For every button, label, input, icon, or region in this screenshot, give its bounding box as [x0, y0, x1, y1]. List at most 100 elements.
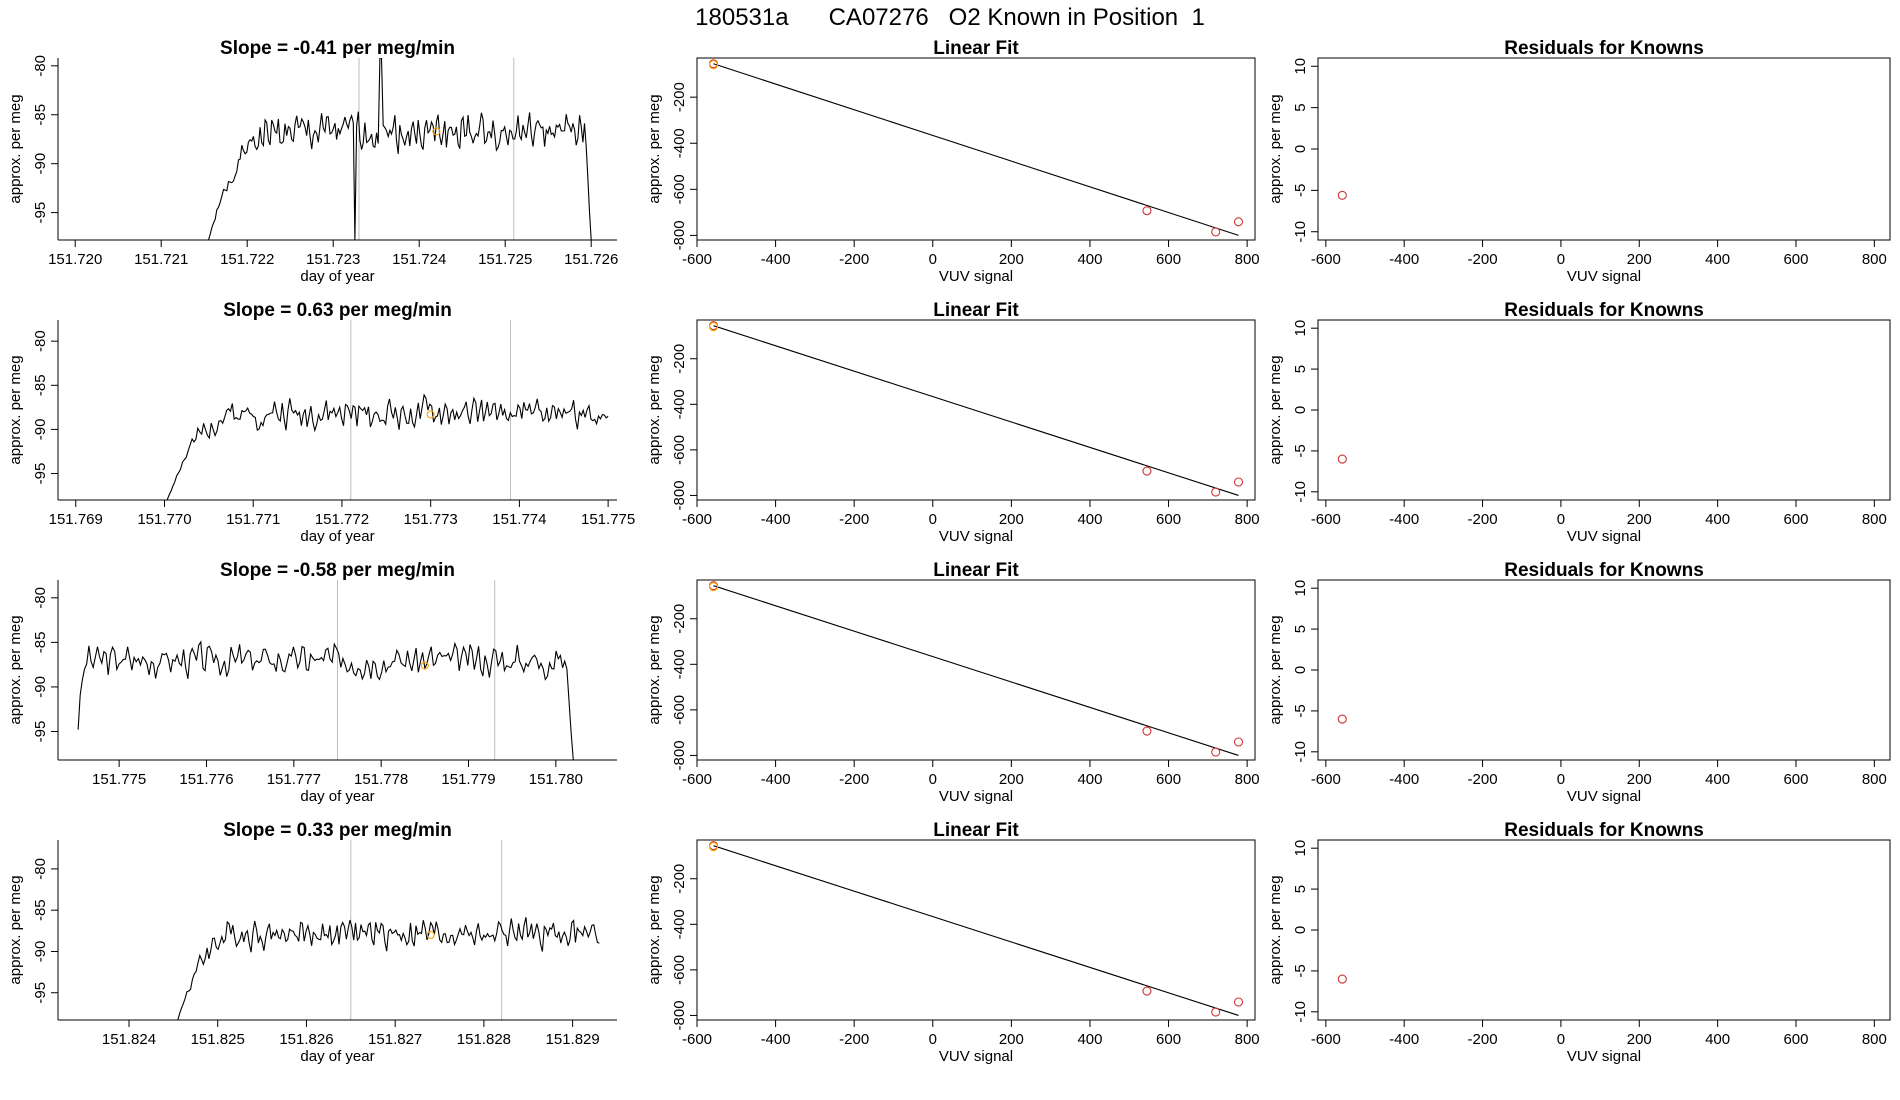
x-tick-label: 800: [1862, 511, 1887, 528]
fit-line: [713, 585, 1239, 756]
x-tick-label: 800: [1235, 1031, 1260, 1048]
plot-area: [708, 581, 1244, 757]
known-sample-marker: [426, 410, 435, 419]
x-tick-label: -200: [839, 251, 869, 268]
y-tick-label: -85: [32, 374, 49, 396]
plot-area: [177, 840, 600, 1020]
y-tick-label: -90: [32, 419, 49, 441]
residuals-panel-row-1: Residuals for Knowns -600 -400 -200 0 200 400 6…: [1267, 300, 1891, 545]
y-tick-label: -95: [32, 721, 49, 743]
x-tick-label: 151.723: [306, 251, 360, 268]
y-axis-label: approx. per meg: [7, 94, 24, 203]
x-tick-label: 0: [929, 1031, 937, 1048]
y-tick-label: 10: [1292, 58, 1309, 75]
y-tick-label: -600: [671, 955, 688, 985]
x-tick-label: -400: [761, 251, 791, 268]
x-tick-label: 800: [1862, 1031, 1887, 1048]
y-tick-label: -10: [1292, 1001, 1309, 1023]
y-tick-label: 10: [1292, 320, 1309, 337]
timeseries-panel-row-0: Slope = -0.41 per meg/min 151.720 151.721 1…: [7, 38, 618, 285]
x-tick-label: -200: [839, 1031, 869, 1048]
y-tick-label: -800: [671, 740, 688, 770]
x-tick-label: 0: [1557, 771, 1565, 788]
fit-line: [713, 845, 1239, 1016]
x-axis-label: day of year: [300, 268, 374, 285]
known-sample-marker: [708, 60, 719, 70]
y-axis-label: approx. per meg: [7, 875, 24, 984]
x-axis-label: VUV signal: [1567, 528, 1641, 545]
y-tick-label: -800: [671, 1000, 688, 1030]
x-tick-label: 600: [1156, 1031, 1181, 1048]
y-tick-label: -5: [1292, 444, 1309, 457]
x-axis-label: VUV signal: [939, 268, 1013, 285]
residuals-panel-row-0: Residuals for Knowns -600 -400 -200 0 200 400 6…: [1267, 38, 1891, 285]
x-tick-label: -600: [1311, 771, 1341, 788]
y-tick-label: -95: [32, 463, 49, 485]
y-tick-label: -200: [671, 604, 688, 634]
x-tick-label: 200: [1627, 511, 1652, 528]
x-tick-label: 151.778: [354, 771, 408, 788]
y-tick-label: -200: [671, 82, 688, 112]
y-axis-label: approx. per meg: [1267, 615, 1284, 724]
x-tick-label: 151.824: [102, 1031, 156, 1048]
x-tick-label: -400: [1389, 511, 1419, 528]
panel-title: Residuals for Knowns: [1504, 38, 1704, 59]
plot-area: [1337, 974, 1347, 984]
y-tick-label: -80: [32, 858, 49, 880]
x-tick-label: 400: [1077, 771, 1102, 788]
x-tick-label: -600: [682, 511, 712, 528]
y-tick-label: 0: [1292, 145, 1309, 153]
x-axis-label: VUV signal: [1567, 788, 1641, 805]
x-tick-label: 200: [1627, 1031, 1652, 1048]
plot-area: [708, 321, 1244, 497]
y-tick-label: -10: [1292, 741, 1309, 763]
y-tick-label: -800: [671, 220, 688, 250]
x-tick-label: 800: [1235, 511, 1260, 528]
x-tick-label: 200: [1627, 251, 1652, 268]
y-tick-label: 10: [1292, 840, 1309, 857]
x-tick-label: 151.772: [315, 511, 369, 528]
plot-frame: [696, 319, 1256, 501]
x-tick-label: -400: [1389, 1031, 1419, 1048]
plot-frame: [696, 57, 1256, 241]
x-tick-label: -600: [1311, 251, 1341, 268]
y-tick-label: -200: [671, 864, 688, 894]
y-tick-label: 0: [1292, 406, 1309, 414]
x-tick-label: 600: [1783, 511, 1808, 528]
data-point: [1337, 190, 1347, 200]
y-tick-label: -400: [671, 909, 688, 939]
x-axis-label: day of year: [300, 788, 374, 805]
x-tick-label: 0: [929, 771, 937, 788]
y-tick-label: -200: [671, 344, 688, 374]
plot-area: [1337, 190, 1347, 200]
y-tick-label: -400: [671, 389, 688, 419]
y-tick-label: -85: [32, 899, 49, 921]
data-point: [1142, 206, 1152, 216]
y-tick-label: 5: [1292, 365, 1309, 373]
y-tick-label: -90: [32, 676, 49, 698]
residuals-panel-row-3: Residuals for Knowns -600 -400 -200 0 200 400 6…: [1267, 820, 1891, 1065]
x-tick-label: 151.825: [191, 1031, 245, 1048]
known-sample-marker: [432, 127, 441, 136]
x-tick-label: 0: [929, 251, 937, 268]
x-tick-label: 151.779: [441, 771, 495, 788]
y-tick-label: -5: [1292, 964, 1309, 977]
y-tick-label: -600: [671, 695, 688, 725]
plot-frame: [1317, 57, 1891, 241]
x-tick-label: 0: [1557, 251, 1565, 268]
x-tick-label: 400: [1077, 251, 1102, 268]
x-tick-label: 200: [1627, 771, 1652, 788]
panel-title: Slope = -0.58 per meg/min: [220, 560, 455, 581]
x-tick-label: 200: [999, 1031, 1024, 1048]
x-tick-label: 600: [1156, 771, 1181, 788]
x-tick-label: -400: [761, 1031, 791, 1048]
plot-area: [1337, 454, 1347, 464]
x-tick-label: -400: [761, 511, 791, 528]
x-axis-label: VUV signal: [1567, 268, 1641, 285]
x-tick-label: 200: [999, 771, 1024, 788]
y-tick-label: -85: [32, 104, 49, 126]
x-axis-label: VUV signal: [939, 788, 1013, 805]
y-tick-label: -80: [32, 330, 49, 352]
data-point: [1142, 726, 1152, 736]
data-trace-line: [177, 917, 600, 1020]
